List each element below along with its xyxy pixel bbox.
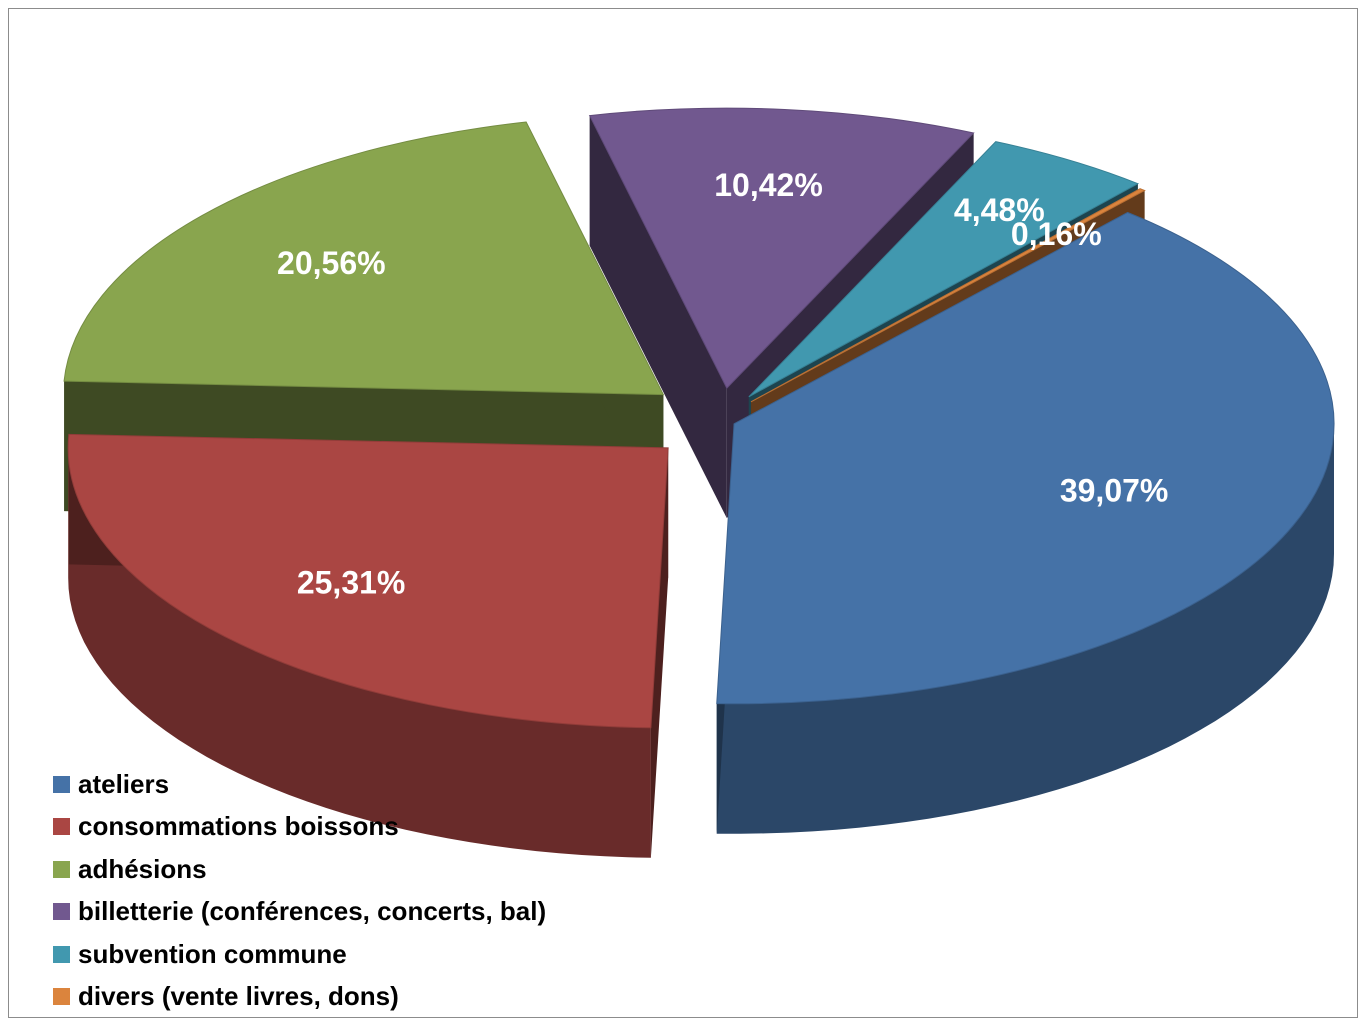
legend: ateliers consommations boissons adhésion… [53, 763, 546, 1018]
legend-swatch-ateliers [53, 776, 70, 793]
legend-swatch-billetterie [53, 903, 70, 920]
legend-label-subvention-commune: subvention commune [78, 939, 347, 970]
data-label-divers: 0,16% [1011, 216, 1102, 252]
legend-label-divers: divers (vente livres, dons) [78, 981, 399, 1012]
legend-label-billetterie: billetterie (conférences, concerts, bal) [78, 896, 546, 927]
legend-item-ateliers: ateliers [53, 763, 546, 806]
legend-item-adhesions: adhésions [53, 848, 546, 891]
data-label-ateliers: 39,07% [1060, 472, 1169, 508]
legend-swatch-adhesions [53, 861, 70, 878]
legend-swatch-consommations-boissons [53, 818, 70, 835]
legend-label-ateliers: ateliers [78, 769, 169, 800]
legend-item-divers: divers (vente livres, dons) [53, 976, 546, 1018]
legend-label-consommations-boissons: consommations boissons [78, 811, 399, 842]
legend-swatch-divers [53, 988, 70, 1005]
legend-swatch-subvention-commune [53, 946, 70, 963]
data-label-billetterie: 10,42% [714, 167, 823, 203]
data-label-adhésions: 20,56% [277, 245, 386, 281]
chart-frame: 39,07%25,31%20,56%10,42%4,48%0,16% ateli… [8, 8, 1358, 1018]
legend-item-billetterie: billetterie (conférences, concerts, bal) [53, 891, 546, 934]
legend-item-consommations-boissons: consommations boissons [53, 806, 546, 849]
data-label-consommations: 25,31% [297, 564, 406, 600]
legend-label-adhesions: adhésions [78, 854, 207, 885]
legend-item-subvention-commune: subvention commune [53, 933, 546, 976]
